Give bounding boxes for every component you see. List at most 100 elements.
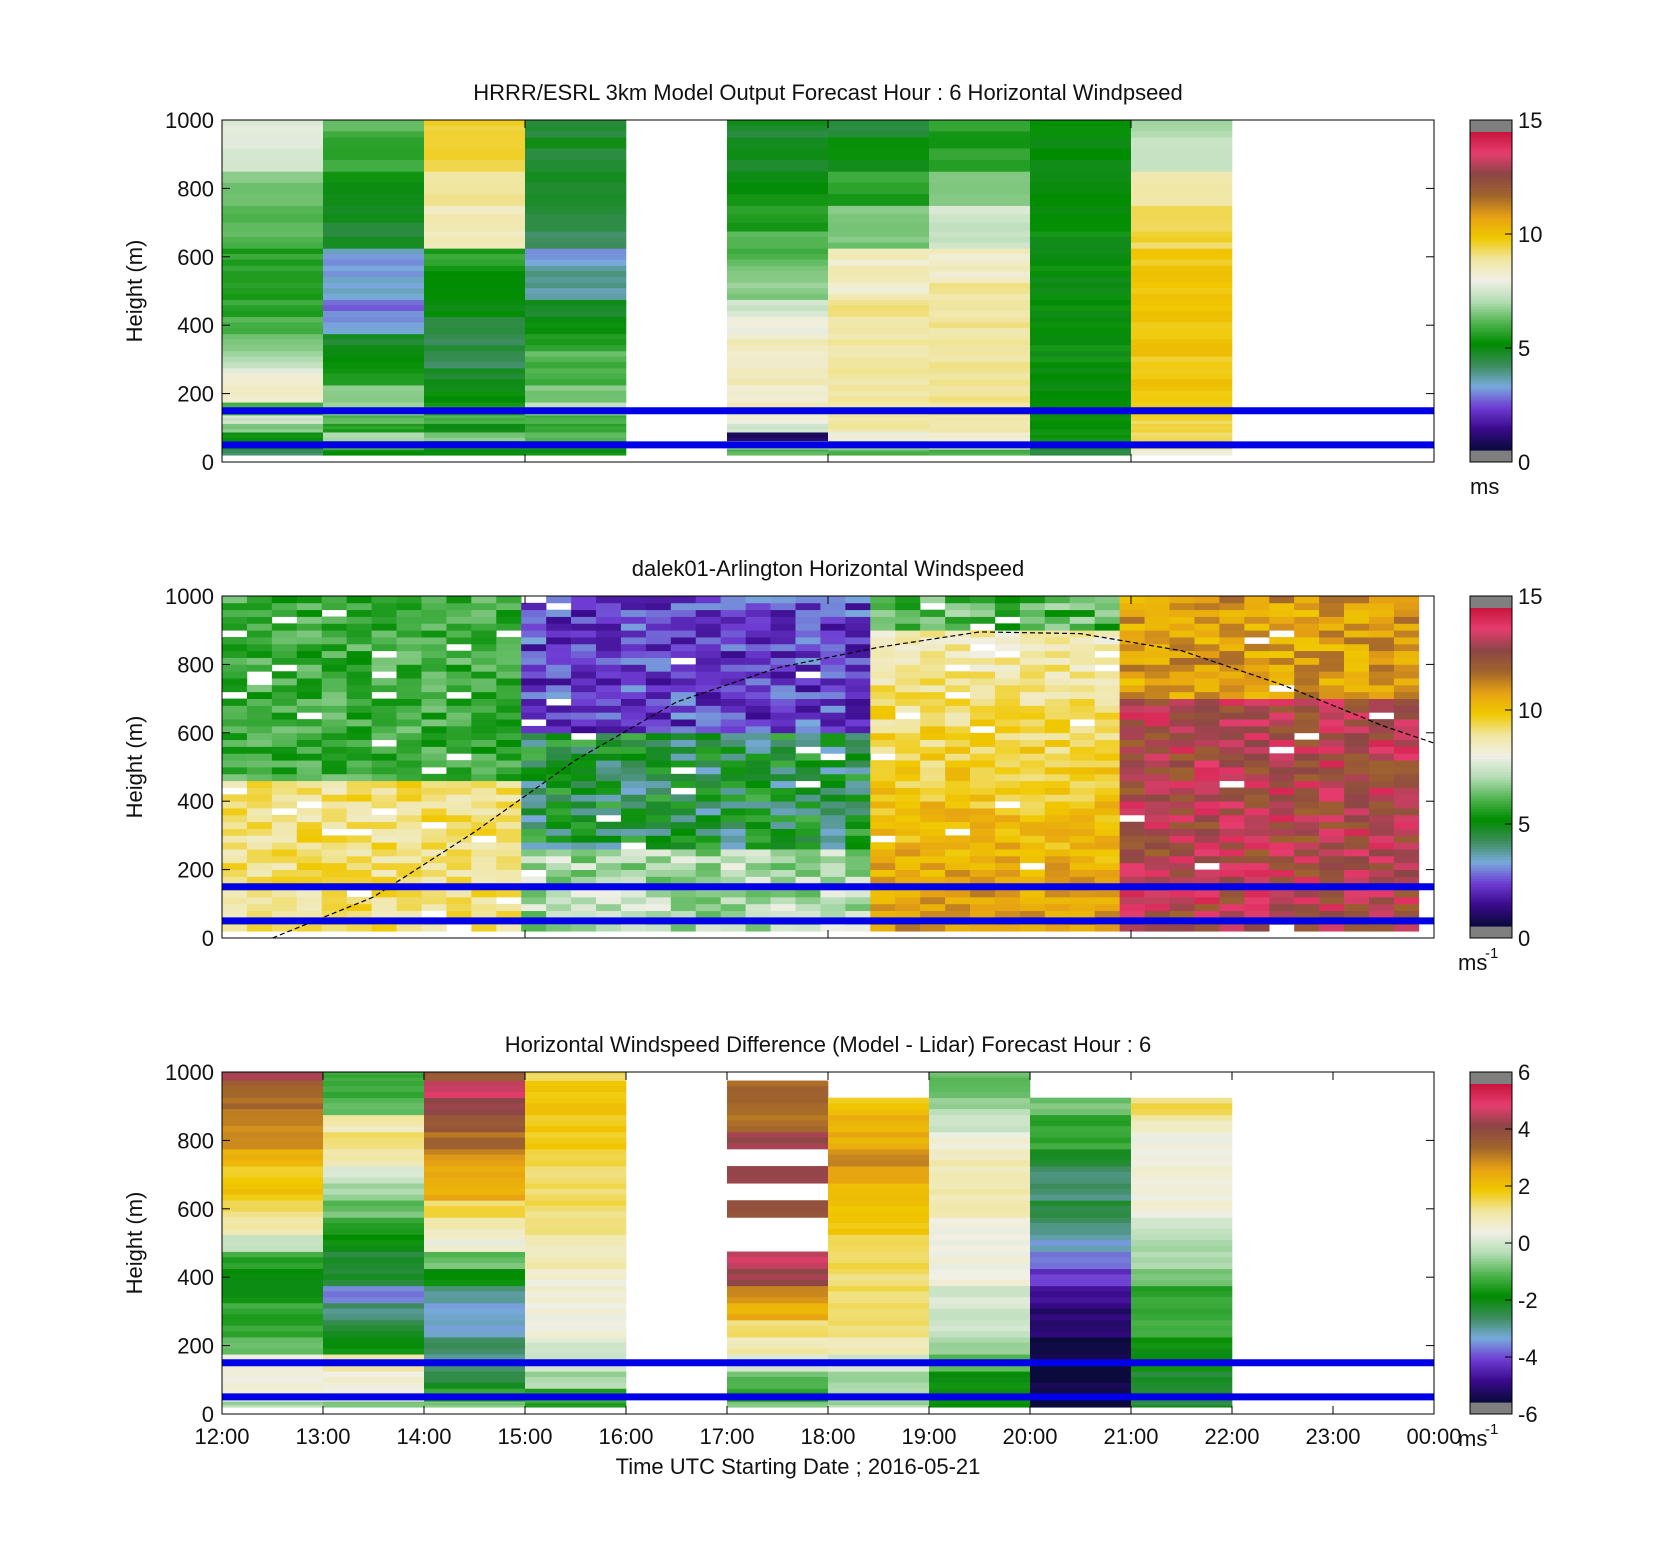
heatmap-cell: [424, 1217, 526, 1224]
heatmap-cell: [246, 767, 273, 775]
heatmap-cell: [828, 417, 930, 422]
heatmap-cell: [1131, 1183, 1233, 1190]
heatmap-cell: [1131, 236, 1233, 243]
colorbar-swatch: [1470, 875, 1512, 879]
heatmap-cell: [828, 385, 930, 392]
heatmap-cell: [1393, 705, 1420, 713]
heatmap-cell: [727, 1126, 829, 1133]
heatmap-cell: [496, 609, 522, 617]
heatmap-cell: [271, 835, 298, 843]
heatmap-cell: [525, 182, 627, 195]
heatmap-cell: [296, 671, 323, 679]
heatmap-cell: [645, 862, 672, 870]
colorbar-swatch: [1470, 330, 1512, 334]
heatmap-cell: [1244, 616, 1270, 624]
heatmap-cell: [525, 282, 627, 289]
heatmap-cell: [645, 780, 672, 788]
heatmap-cell: [1044, 664, 1071, 672]
heatmap-cell: [421, 684, 447, 693]
heatmap-cell: [546, 910, 572, 918]
heatmap-cell: [222, 449, 324, 452]
heatmap-cell: [521, 842, 547, 850]
heatmap-cell: [720, 787, 746, 795]
colorbar-swatch: [1470, 1269, 1512, 1273]
heatmap-cell: [1131, 333, 1233, 340]
colorbar-swatch: [1470, 1253, 1512, 1257]
heatmap-cell: [1269, 821, 1295, 829]
heatmap-cell: [929, 1376, 1031, 1384]
heatmap-cell: [222, 678, 248, 686]
heatmap-cell: [471, 616, 497, 624]
heatmap-cell: [222, 131, 324, 138]
heatmap-cell: [645, 842, 672, 850]
heatmap-cell: [1219, 855, 1245, 864]
heatmap-cell: [845, 896, 871, 905]
heatmap-cell: [222, 1401, 324, 1404]
heatmap-cell: [1019, 698, 1046, 706]
heatmap-cell: [271, 753, 298, 761]
panel-title: HRRR/ESRL 3km Model Output Forecast Hour…: [473, 80, 1183, 105]
heatmap-cell: [421, 637, 447, 645]
heatmap-cell: [994, 637, 1021, 645]
heatmap-cell: [795, 787, 821, 795]
heatmap-cell: [1131, 1403, 1233, 1406]
heatmap-cell: [670, 773, 697, 782]
heatmap-cell: [1044, 869, 1071, 877]
heatmap-cell: [525, 1308, 627, 1315]
heatmap-cell: [929, 1097, 1031, 1104]
heatmap-cell: [1030, 182, 1132, 195]
heatmap-cell: [1219, 890, 1245, 898]
heatmap-cell: [1219, 862, 1245, 870]
heatmap-cell: [424, 1086, 526, 1093]
heatmap-cell: [323, 434, 425, 439]
heatmap-cell: [828, 426, 930, 430]
heatmap-cell: [424, 1072, 526, 1076]
heatmap-cell: [371, 698, 397, 706]
heatmap-cell: [1030, 259, 1132, 266]
heatmap-cell: [828, 1348, 930, 1355]
colorbar-swatch: [1470, 878, 1512, 882]
heatmap-cell: [745, 876, 771, 884]
heatmap-cell: [945, 787, 971, 795]
heatmap-cell: [471, 855, 497, 864]
heatmap-cell: [424, 1291, 526, 1298]
colorbar-swatch: [1470, 679, 1512, 683]
heatmap-cell: [323, 1148, 425, 1156]
heatmap-cell: [820, 910, 846, 918]
heatmap-cell: [1030, 1251, 1132, 1258]
heatmap-cell: [1069, 910, 1095, 918]
heatmap-cell: [970, 869, 996, 877]
heatmap-cell: [323, 1245, 425, 1252]
heatmap-cell: [645, 896, 672, 905]
heatmap-cell: [1030, 1302, 1132, 1309]
heatmap-cell: [1319, 732, 1345, 741]
heatmap-cell: [929, 171, 1031, 184]
heatmap-cell: [828, 350, 930, 357]
heatmap-cell: [1319, 671, 1345, 679]
heatmap-cell: [620, 760, 647, 768]
heatmap-cell: [521, 876, 547, 884]
heatmap-cell: [525, 1331, 627, 1338]
heatmap-cell: [1131, 402, 1233, 407]
heatmap-cell: [720, 801, 746, 809]
heatmap-cell: [296, 630, 323, 638]
heatmap-cell: [745, 725, 771, 734]
heatmap-cell: [1269, 602, 1295, 611]
heatmap-cell: [1131, 1211, 1233, 1218]
heatmap-cell: [496, 725, 522, 734]
colorbar-swatch: [1470, 788, 1512, 792]
heatmap-cell: [1131, 1137, 1233, 1144]
heatmap-cell: [727, 1262, 829, 1270]
heatmap-cell: [571, 842, 597, 850]
heatmap-cell: [1030, 1297, 1132, 1304]
heatmap-cell: [271, 862, 298, 870]
heatmap-cell: [845, 719, 871, 727]
colorbar-swatch: [1470, 684, 1512, 689]
heatmap-cell: [546, 773, 572, 782]
colorbar-swatch: [1470, 1261, 1512, 1265]
heatmap-cell: [770, 596, 796, 604]
heatmap-cell: [620, 678, 647, 686]
heatmap-cell: [1044, 821, 1071, 829]
heatmap-cell: [346, 862, 372, 870]
colorbar-swatch: [1470, 1391, 1512, 1395]
